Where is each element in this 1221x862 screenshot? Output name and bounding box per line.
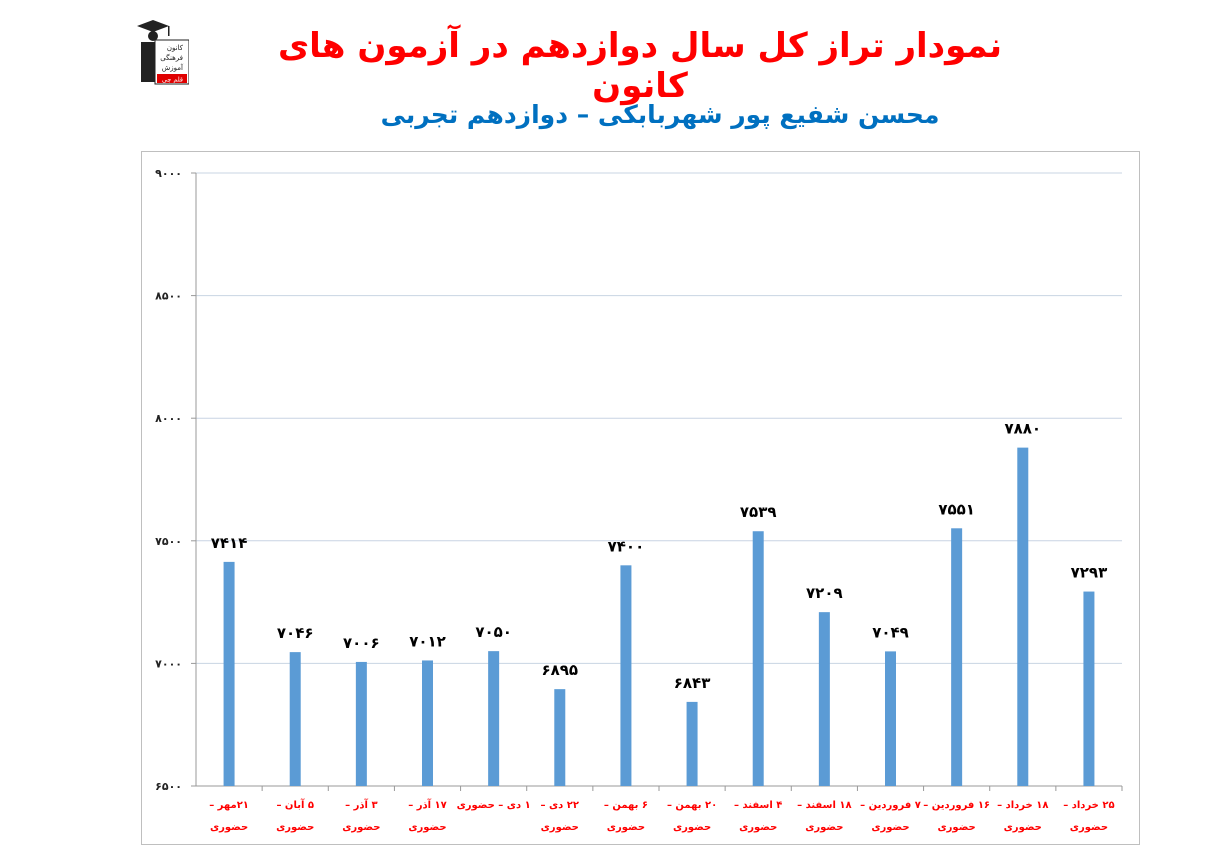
bar [951, 528, 963, 786]
x-tick-label: ۲۲ دی – [541, 800, 579, 811]
x-tick-label-line2: حضوری [673, 822, 711, 833]
x-tick-label: ۵ آبان – [276, 798, 314, 811]
y-tick-label: ۶۵۰۰ [155, 780, 182, 793]
data-label: ۷۲۹۳ [1071, 564, 1108, 582]
x-tick-label: ۱ دی – حضوری [457, 800, 531, 811]
y-tick-label: ۸۵۰۰ [155, 290, 182, 303]
chart-frame [141, 151, 1140, 845]
bar [223, 561, 235, 786]
x-tick-label-line2: حضوری [210, 822, 248, 833]
bar [885, 651, 896, 786]
bar [554, 689, 566, 786]
x-tick-label-line2: حضوری [342, 822, 380, 833]
x-tick-label-line2: حضوری [607, 822, 645, 833]
data-label: ۶۸۴۳ [674, 674, 711, 692]
data-label: ۷۴۱۴ [211, 534, 248, 552]
bar [355, 661, 367, 786]
x-tick-label: ۷ فروردین – [860, 800, 921, 811]
bar [289, 652, 301, 786]
x-axis-labels: ۲۱مهر – حضوری ۵ آبان – حضوری ۳ آذر – حضوری ۱۷ … [209, 798, 1114, 833]
data-labels: ۷۴۱۴ ۷۰۴۶ ۷۰۰۶ ۷۰۱۲ ۷۰۵۰ ۶۸۹۵ ۷۴۰۰ ۶۸۴۳ ۷۵۳۹ ۷۲۰۹… [211, 420, 1107, 692]
x-tick-label-line2: حضوری [871, 822, 909, 833]
x-tick-label: ۱۷ آذر – [408, 798, 447, 811]
y-tick-label: ۷۵۰۰ [155, 535, 182, 548]
bar [1083, 591, 1095, 786]
data-label: ۷۰۵۰ [475, 623, 512, 641]
y-tick-label: ۷۰۰۰ [155, 657, 182, 670]
x-tick-label: ۴ اسفند – [734, 800, 782, 811]
x-tick-label: ۶ بهمن – [604, 800, 648, 811]
bar [422, 660, 433, 786]
x-tick-label-line2: حضوری [805, 822, 843, 833]
x-tick-label-line2: حضوری [938, 822, 976, 833]
bar [620, 565, 632, 786]
data-label: ۷۴۰۰ [608, 537, 645, 555]
bar [686, 701, 698, 786]
data-label: ۷۰۴۹ [872, 623, 909, 641]
y-axis-ticks: ۶۵۰۰ ۷۰۰۰ ۷۵۰۰ ۸۰۰۰ ۸۵۰۰ ۹۰۰۰ [155, 167, 196, 793]
svg-text:قلم چی: قلم چی [162, 76, 183, 84]
data-label: ۷۰۴۶ [277, 624, 314, 642]
x-tick-label-line2: حضوری [1004, 822, 1042, 833]
bar [1017, 447, 1029, 786]
svg-text:آموزش: آموزش [162, 63, 184, 72]
bars [223, 447, 1095, 786]
x-tick-label-line2: حضوری [1070, 822, 1108, 833]
data-label: ۷۰۱۲ [409, 632, 446, 650]
x-tick-label: ۱۶ فروردین – [923, 800, 990, 811]
x-tick-label: ۲۰ بهمن – [667, 800, 717, 811]
y-tick-label: ۹۰۰۰ [155, 167, 182, 180]
bar [488, 651, 500, 786]
chart-title: نمودار تراز کل سال دوازدهم در آزمون های … [277, 26, 1002, 106]
data-label: ۷۰۰۶ [343, 634, 380, 652]
x-tick-label: ۱۸ خرداد – [997, 800, 1048, 811]
x-tick-label-line2: حضوری [408, 822, 446, 833]
x-tick-label-line2: حضوری [739, 822, 777, 833]
x-tick-label-line2: حضوری [276, 822, 314, 833]
bar [752, 531, 764, 786]
x-tick-label: ۳ آذر – [345, 798, 377, 811]
svg-text:کانون: کانون [167, 44, 184, 52]
x-tick-label: ۲۱مهر – [209, 800, 249, 811]
bar [818, 612, 830, 786]
x-tick-label: ۲۵ خرداد – [1063, 800, 1114, 811]
gridlines [195, 172, 1123, 791]
x-tick-label-line2: حضوری [541, 822, 579, 833]
data-label: ۷۸۸۰ [1004, 420, 1041, 438]
data-label: ۷۵۳۹ [740, 503, 777, 521]
x-tick-label: ۱۸ اسفند – [797, 800, 852, 811]
y-tick-label: ۸۰۰۰ [155, 412, 182, 425]
chart-subtitle: محسن شفیع پور شهربابکی – دوازدهم تجربی [380, 100, 940, 129]
data-label: ۷۲۰۹ [806, 584, 843, 602]
data-label: ۷۵۵۱ [938, 500, 975, 518]
data-label: ۶۸۹۵ [541, 661, 578, 679]
svg-text:فرهنگی: فرهنگی [160, 53, 183, 62]
kanoon-logo: کانون فرهنگی آموزش قلم چی [133, 20, 190, 86]
